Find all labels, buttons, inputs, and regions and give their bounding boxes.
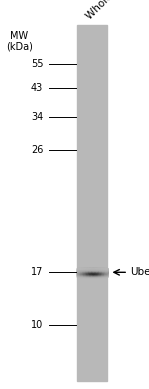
Text: 26: 26 [31, 145, 43, 155]
Text: 10: 10 [31, 320, 43, 330]
Bar [77, 25, 107, 381]
Text: MW
(kDa): MW (kDa) [6, 31, 33, 52]
Text: Whole zebrafish: Whole zebrafish [85, 0, 149, 21]
Text: 55: 55 [31, 59, 43, 69]
Text: Ube2l3a: Ube2l3a [130, 267, 149, 277]
Text: 34: 34 [31, 112, 43, 122]
Text: 43: 43 [31, 82, 43, 93]
Text: 17: 17 [31, 267, 43, 277]
